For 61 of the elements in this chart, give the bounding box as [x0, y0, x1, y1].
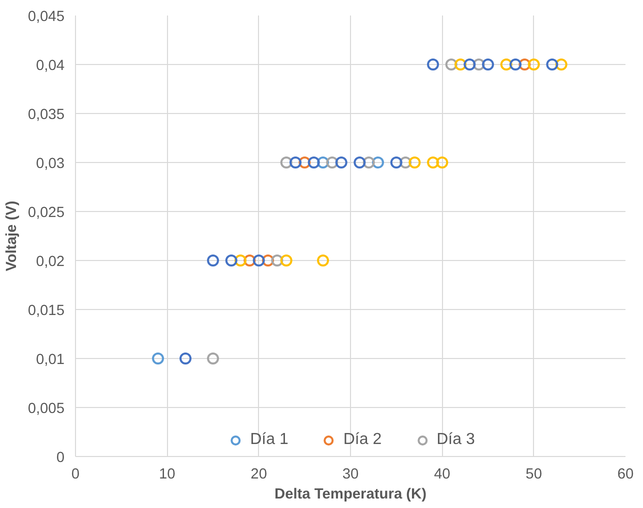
point	[317, 156, 329, 168]
x-tick-label: 40	[434, 466, 450, 482]
y-tick-label: 0,02	[36, 254, 65, 270]
y-tick-label: 0,045	[28, 9, 65, 25]
point	[400, 156, 412, 168]
point	[298, 156, 311, 168]
point	[280, 156, 292, 168]
y-tick-label: 0,015	[28, 303, 65, 319]
point	[546, 58, 558, 70]
point	[372, 156, 384, 168]
point	[180, 352, 192, 364]
point	[500, 58, 512, 70]
x-tick-label: 30	[342, 466, 359, 482]
point	[317, 254, 329, 266]
point	[408, 156, 421, 168]
point	[290, 156, 302, 168]
point	[207, 352, 219, 364]
point	[326, 156, 338, 168]
y-tick-label: 0	[56, 450, 65, 466]
point	[280, 254, 292, 266]
y-tick-label: 0,025	[28, 205, 65, 221]
point	[482, 58, 494, 70]
point	[262, 254, 274, 266]
y-tick-label: 0,01	[36, 352, 65, 368]
point	[225, 254, 238, 266]
point	[518, 58, 531, 70]
legend-label: Día 2	[343, 431, 382, 449]
point	[308, 156, 320, 168]
x-tick-label: 0	[71, 466, 80, 482]
point	[152, 352, 164, 364]
point	[271, 254, 284, 266]
point	[427, 156, 439, 168]
point	[510, 58, 522, 70]
x-tick-label: 20	[250, 466, 267, 482]
y-tick-label: 0,005	[28, 401, 65, 417]
point	[234, 254, 246, 266]
point	[528, 58, 540, 70]
point	[555, 58, 568, 70]
x-tick-label: 50	[526, 466, 542, 482]
point	[354, 156, 366, 168]
point	[244, 254, 256, 266]
y-tick-label: 0,03	[36, 156, 65, 172]
point	[362, 156, 375, 168]
y-tick-label: 0,035	[28, 107, 65, 123]
x-tick-label: 60	[617, 466, 634, 482]
point	[252, 254, 265, 266]
point	[207, 254, 219, 266]
y-axis-title: Voltaje (V)	[4, 200, 20, 272]
point	[472, 58, 485, 70]
point	[390, 156, 402, 168]
point	[335, 156, 348, 168]
point	[464, 58, 476, 70]
point	[427, 58, 439, 70]
x-axis-title: Delta Temperatura (K)	[274, 486, 427, 502]
point	[454, 58, 466, 70]
point	[436, 156, 448, 168]
y-tick-label: 0,04	[36, 58, 65, 74]
x-tick-label: 10	[159, 466, 176, 482]
point	[445, 58, 458, 70]
legend-label: Día 3	[436, 431, 475, 449]
legend-label: Día 1	[250, 431, 288, 449]
